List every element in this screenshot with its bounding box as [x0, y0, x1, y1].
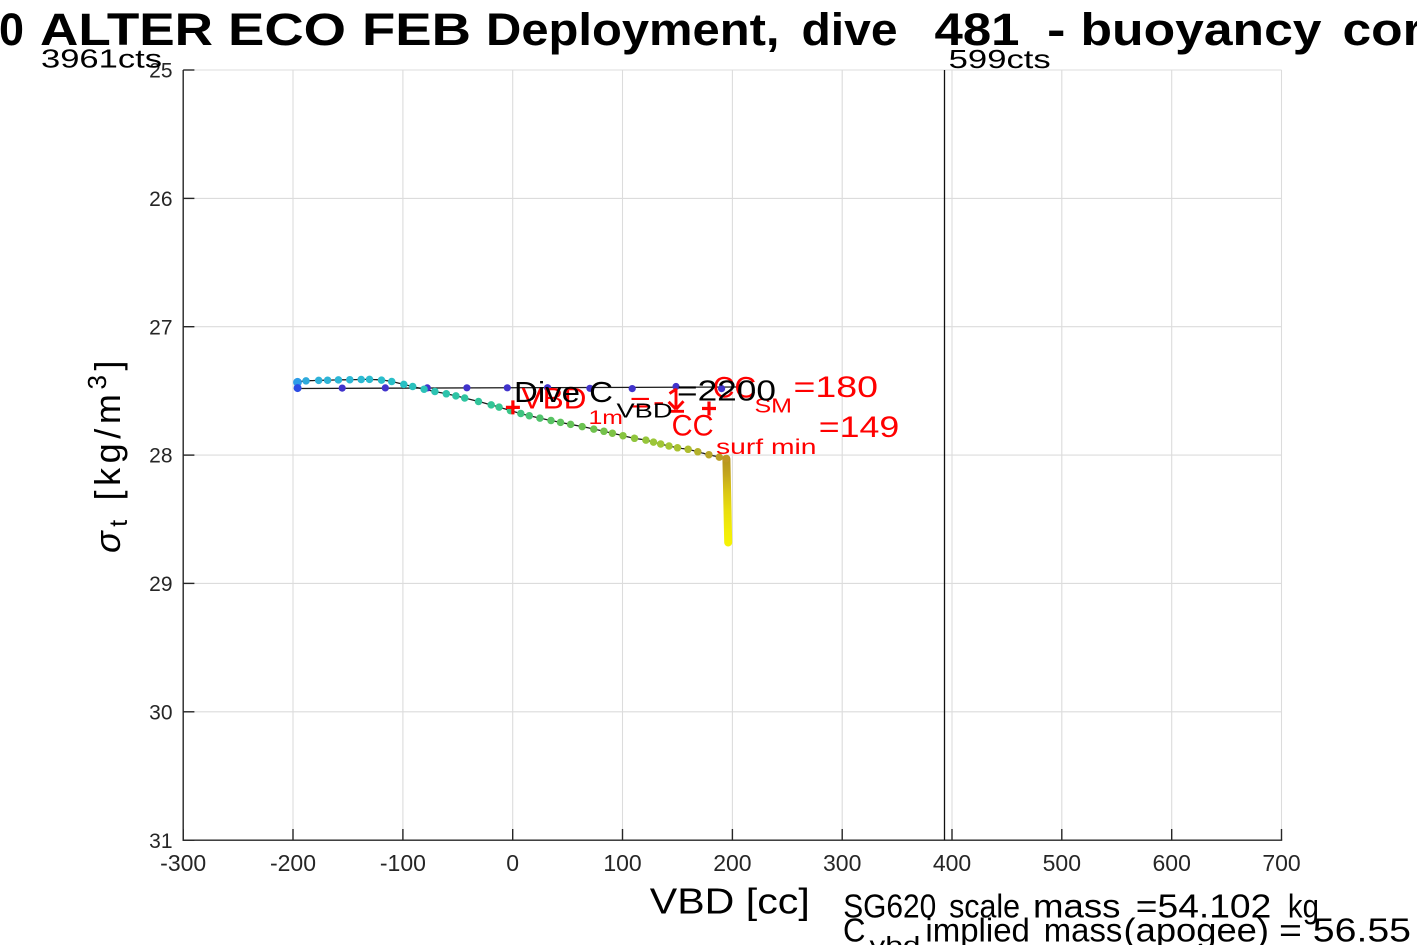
svg-text:0: 0 — [506, 850, 519, 876]
svg-text:=149: =149 — [819, 411, 900, 444]
svg-text:VBD [cc]: VBD [cc] — [650, 880, 810, 921]
svg-text:FEB: FEB — [362, 4, 471, 55]
svg-text:481: 481 — [935, 4, 1020, 55]
svg-text:VBD: VBD — [617, 401, 673, 423]
svg-text:vbd: vbd — [870, 932, 921, 945]
svg-text:600: 600 — [1153, 850, 1191, 876]
svg-text:SM: SM — [755, 396, 793, 418]
svg-text:VBD: VBD — [522, 382, 587, 415]
svg-text:300: 300 — [823, 850, 861, 876]
svg-text:200: 200 — [713, 850, 751, 876]
svg-text:ALTER: ALTER — [40, 4, 213, 55]
svg-text:=180: =180 — [794, 371, 879, 404]
svg-text:C: C — [843, 911, 866, 945]
svg-text:kg: kg — [1288, 888, 1319, 925]
svg-text:CC: CC — [713, 372, 757, 405]
svg-text:100: 100 — [603, 850, 641, 876]
svg-text:700: 700 — [1262, 850, 1300, 876]
svg-text:-300: -300 — [160, 850, 206, 876]
svg-text:-: - — [1047, 4, 1066, 55]
svg-text:25: 25 — [149, 60, 172, 83]
svg-text:=54.102: =54.102 — [1136, 888, 1272, 925]
svg-text:400: 400 — [933, 850, 971, 876]
svg-text:26: 26 — [149, 188, 172, 211]
svg-text:surf min: surf min — [716, 436, 817, 459]
svg-text:correction: correction — [1343, 4, 1417, 55]
svg-text:CC: CC — [672, 410, 714, 443]
svg-text:buoyancy: buoyancy — [1081, 4, 1322, 55]
svg-text:1m: 1m — [589, 408, 624, 429]
svg-text:=: = — [630, 387, 651, 420]
svg-text:31: 31 — [149, 830, 172, 853]
svg-text:Deployment,: Deployment, — [486, 4, 780, 55]
svg-text:500: 500 — [1043, 850, 1081, 876]
svg-text:SG620: SG620 — [843, 888, 936, 925]
svg-text:-100: -100 — [380, 850, 426, 876]
svg-text:mass: mass — [1033, 888, 1121, 925]
svg-text:0: 0 — [0, 4, 24, 55]
svg-text:29: 29 — [149, 573, 172, 596]
svg-text:28: 28 — [149, 445, 172, 468]
svg-text:implied: implied — [925, 911, 1030, 945]
svg-text:dive: dive — [802, 4, 898, 55]
svg-text:ECO: ECO — [228, 4, 346, 55]
svg-text:scale: scale — [949, 888, 1020, 925]
svg-text:27: 27 — [149, 316, 172, 339]
svg-text:Dive C: Dive C — [514, 377, 613, 409]
svg-text:mass: mass — [1044, 911, 1123, 945]
svg-text:-200: -200 — [270, 850, 316, 876]
svg-text:= 56.55: = 56.55 — [1279, 911, 1411, 945]
svg-text:=2200: =2200 — [677, 375, 776, 407]
svg-text:(apogee): (apogee) — [1124, 911, 1270, 945]
svg-text:3961cts: 3961cts — [41, 43, 162, 73]
svg-text:σt [kg/m3]: σt [kg/m3] — [82, 356, 133, 553]
svg-text:599cts: 599cts — [949, 44, 1051, 74]
svg-text:30: 30 — [149, 701, 172, 724]
